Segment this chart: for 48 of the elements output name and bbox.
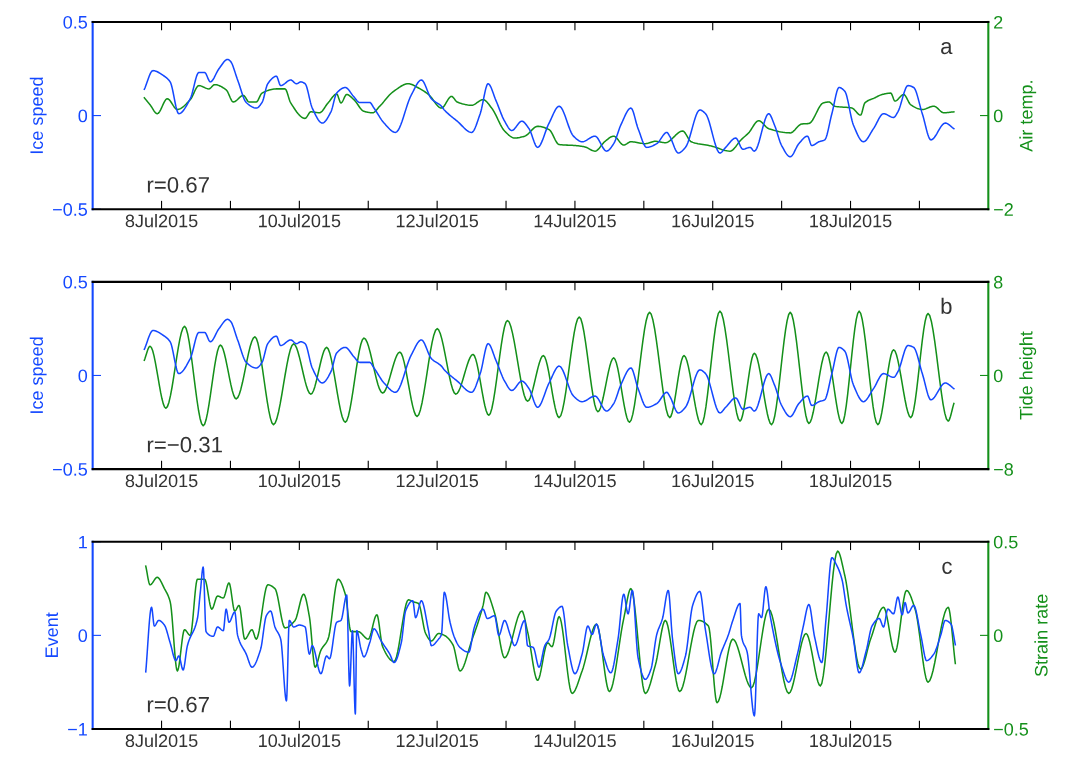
x-tick-label: 8Jul2015 (125, 733, 198, 748)
annotation: a (941, 41, 953, 55)
x-tick-label: 10Jul2015 (259, 733, 341, 748)
y2-tick-label: −2 (994, 203, 1013, 216)
x-tick-label: 14Jul2015 (534, 733, 616, 748)
y-axis-title: Ice speed (29, 337, 47, 413)
y2-axis-title: Tide height (1019, 331, 1037, 420)
x-tick-label: 10Jul2015 (259, 214, 341, 228)
x-tick-label: 16Jul2015 (672, 733, 754, 748)
y2-tick-label: 0 (993, 369, 1003, 383)
x-tick-label: 16Jul2015 (672, 214, 754, 228)
x-tick-label: 14Jul2015 (534, 214, 616, 228)
y-axis-title: Event (45, 612, 59, 657)
y2-tick-label: 0 (993, 629, 1003, 643)
y2-tick-label: 0.5 (993, 535, 1018, 549)
annotation: c (942, 561, 952, 574)
x-tick-label: 12Jul2015 (396, 733, 479, 748)
x-tick-label: 8Jul2015 (125, 214, 198, 228)
y-tick-label: −1 (68, 723, 87, 736)
y2-tick-label: 0 (993, 109, 1003, 123)
annotation: b (941, 297, 952, 315)
y2-tick-label: 2 (994, 15, 1003, 29)
y-tick-label: 0 (78, 109, 88, 123)
y-tick-label: 0.5 (63, 275, 88, 289)
y2-axis-title: Strain rate (1034, 594, 1048, 677)
y2-axis-title: Air temp. (1019, 81, 1037, 152)
x-tick-label: 16Jul2015 (672, 473, 754, 488)
y-tick-label: −0.5 (53, 203, 88, 216)
y2-tick-label: −8 (994, 463, 1013, 476)
x-tick-label: 18Jul2015 (810, 214, 892, 228)
y-tick-label: −0.5 (53, 463, 88, 476)
y2-tick-label: 8 (993, 275, 1003, 289)
x-tick-label: 8Jul2015 (125, 473, 198, 488)
x-tick-label: 10Jul2015 (259, 473, 341, 488)
x-tick-label: 14Jul2015 (534, 473, 616, 488)
y-tick-label: 0.5 (63, 15, 88, 29)
x-tick-label: 12Jul2015 (396, 473, 479, 488)
annotation: r=0.67 (147, 176, 209, 193)
y-tick-label: 1 (79, 535, 87, 549)
annotation: r=−0.31 (147, 436, 222, 453)
y-tick-label: 0 (78, 629, 88, 643)
y-axis-title: Ice speed (29, 77, 47, 154)
annotation: r=0.67 (147, 696, 209, 713)
y-tick-label: 0 (78, 369, 88, 383)
x-tick-label: 18Jul2015 (810, 473, 892, 488)
x-tick-label: 18Jul2015 (810, 733, 892, 748)
x-tick-label: 12Jul2015 (396, 214, 479, 228)
y2-tick-label: −0.5 (994, 722, 1029, 736)
